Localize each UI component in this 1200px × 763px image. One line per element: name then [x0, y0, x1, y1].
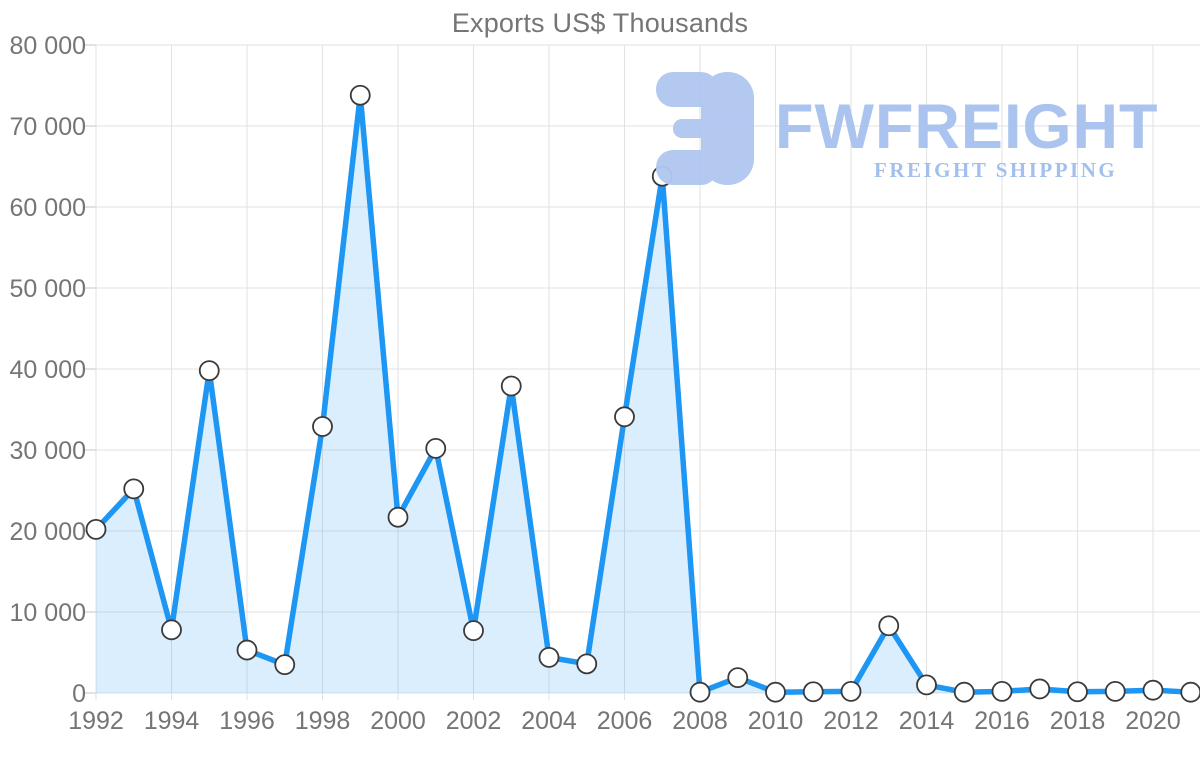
- y-axis-label: 20 000: [10, 518, 86, 546]
- y-axis-label: 70 000: [10, 113, 86, 141]
- x-axis-label: 2010: [748, 707, 804, 735]
- data-point-2007[interactable]: [651, 165, 673, 187]
- data-point-2016[interactable]: [991, 680, 1013, 702]
- x-axis-label: 2012: [823, 707, 879, 735]
- x-axis-label: 2002: [446, 707, 502, 735]
- data-point-2001[interactable]: [425, 437, 447, 459]
- y-axis-label: 80 000: [10, 32, 86, 60]
- data-point-2006[interactable]: [614, 406, 635, 428]
- data-point-2010[interactable]: [765, 681, 786, 703]
- data-point-1995[interactable]: [198, 360, 220, 382]
- x-axis-label: 1992: [68, 707, 124, 735]
- data-point-2002[interactable]: [463, 620, 484, 642]
- y-axis-label: 10 000: [10, 599, 86, 627]
- data-point-1993[interactable]: [123, 478, 145, 500]
- x-axis-label: 1994: [144, 707, 200, 735]
- data-point-2017[interactable]: [1029, 678, 1051, 700]
- data-point-1996[interactable]: [236, 639, 258, 661]
- data-point-2003[interactable]: [500, 375, 522, 397]
- x-axis-label: 2006: [597, 707, 653, 735]
- data-point-2008[interactable]: [689, 681, 711, 703]
- data-point-2021[interactable]: [1180, 681, 1200, 703]
- data-point-2014[interactable]: [916, 674, 937, 696]
- x-axis-label: 2000: [370, 707, 426, 735]
- data-point-1997[interactable]: [274, 654, 296, 676]
- data-point-2015[interactable]: [953, 681, 975, 703]
- x-axis-label: 2018: [1050, 707, 1106, 735]
- data-point-2005[interactable]: [576, 653, 598, 675]
- data-point-2013[interactable]: [878, 615, 900, 637]
- data-point-2004[interactable]: [538, 646, 560, 668]
- chart-title: Exports US$ Thousands: [451, 8, 749, 38]
- data-point-1998[interactable]: [312, 416, 333, 437]
- y-axis-label: 50 000: [10, 275, 86, 303]
- y-axis-label: 40 000: [10, 356, 86, 384]
- data-point-2000[interactable]: [387, 506, 409, 528]
- x-axis-label: 2008: [672, 707, 728, 735]
- data-point-2011[interactable]: [802, 681, 824, 703]
- data-point-1992[interactable]: [85, 518, 107, 540]
- data-point-2009[interactable]: [727, 667, 749, 689]
- x-axis-label: 1998: [295, 707, 351, 735]
- data-point-1994[interactable]: [161, 619, 182, 641]
- x-axis-label: 2016: [974, 707, 1030, 735]
- data-point-1999[interactable]: [349, 84, 371, 106]
- x-axis-label: 2014: [899, 707, 955, 735]
- x-axis-label: 2004: [521, 707, 577, 735]
- x-axis-label: 1996: [219, 707, 275, 735]
- x-axis-label: 2020: [1125, 707, 1181, 735]
- data-point-2018[interactable]: [1067, 681, 1088, 703]
- y-axis-label: 60 000: [10, 194, 86, 222]
- y-axis-label: 0: [72, 680, 86, 708]
- data-point-2019[interactable]: [1104, 680, 1126, 702]
- y-axis-label: 30 000: [10, 437, 86, 465]
- data-point-2012[interactable]: [840, 680, 862, 702]
- series-area-fill: [96, 95, 1191, 694]
- data-point-2020[interactable]: [1142, 679, 1164, 701]
